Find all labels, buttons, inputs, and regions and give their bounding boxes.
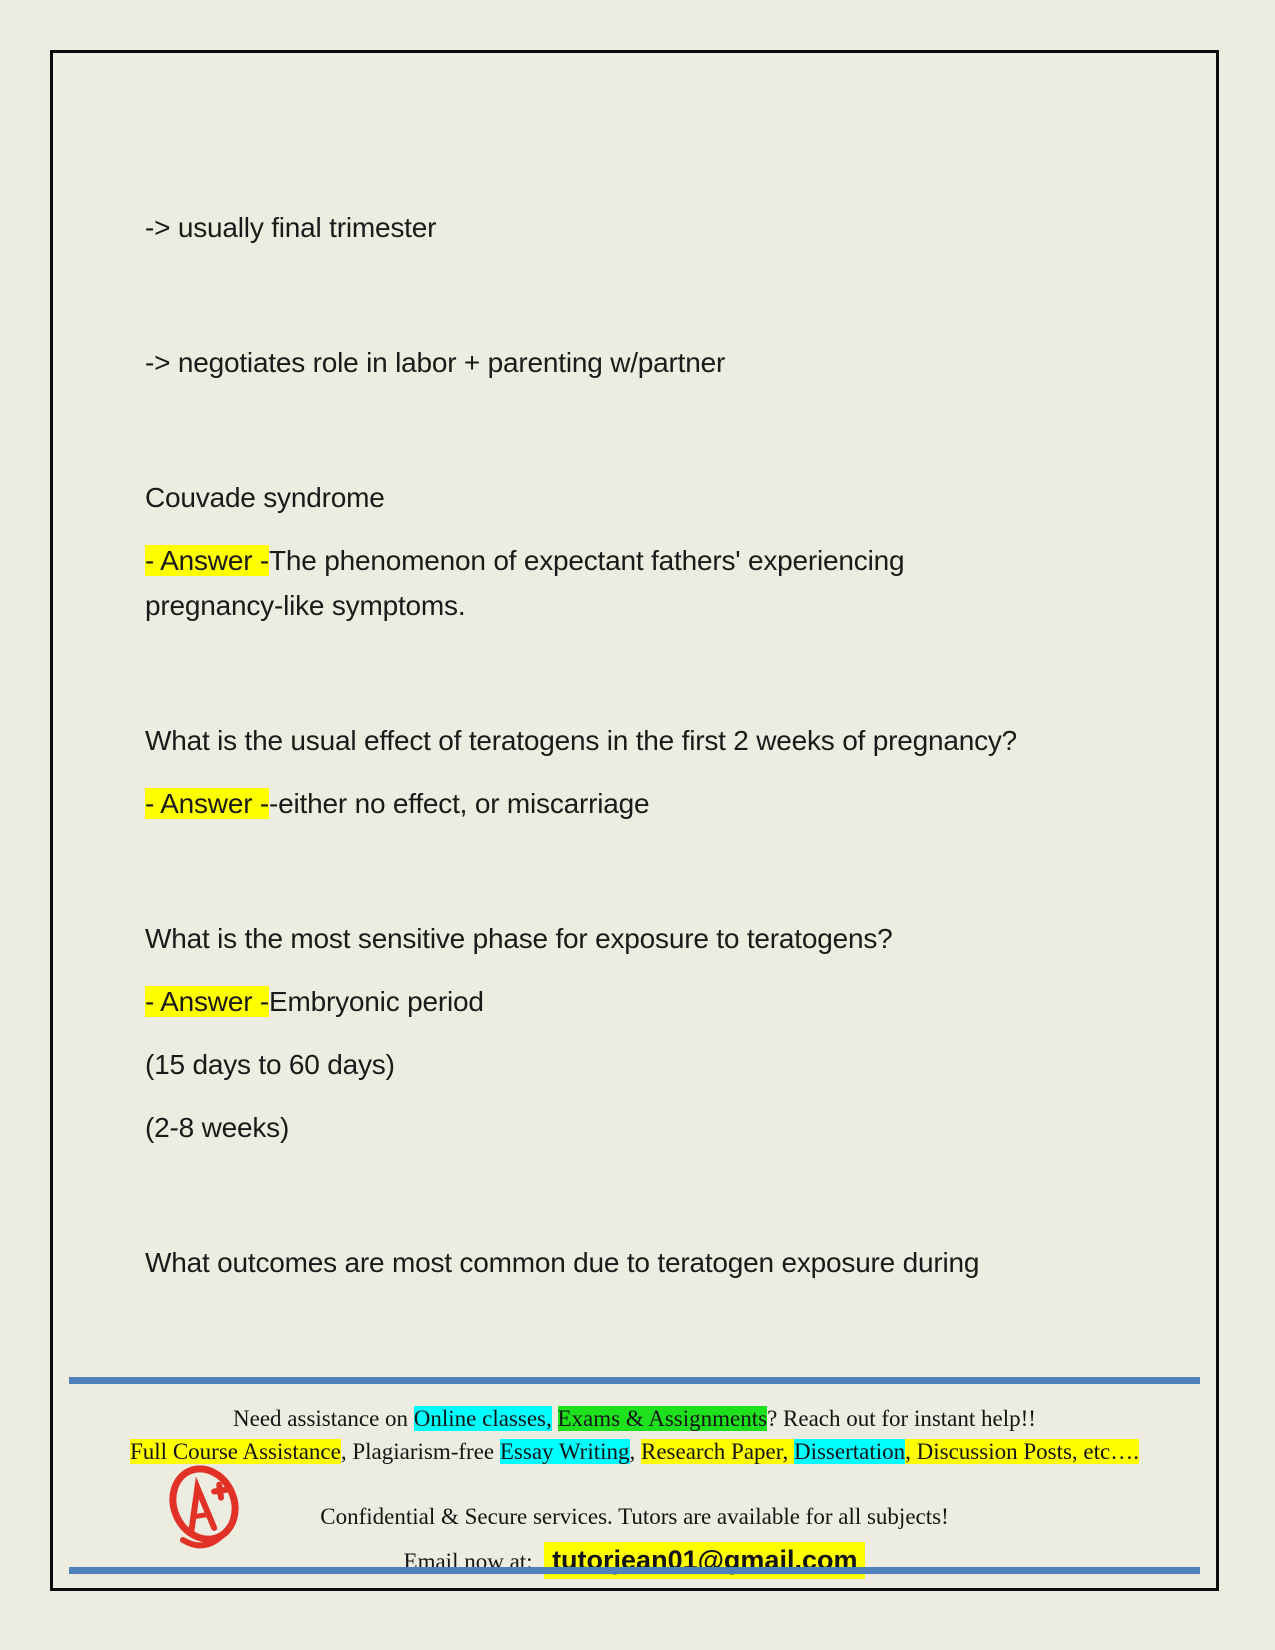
ad-line-services: Full Course Assistance, Plagiarism-free … — [53, 1435, 1216, 1468]
a-plus-grade-logo-icon — [169, 1465, 239, 1549]
ad-text — [552, 1406, 558, 1431]
ad-text: , Plagiarism-free — [340, 1439, 500, 1464]
answer-label-highlight: - Answer - — [145, 986, 270, 1017]
exams-assignments-highlight: Exams & Assignments — [557, 1406, 768, 1431]
document-body: -> usually final trimester -> negotiates… — [53, 53, 1216, 1285]
ad-text: ? Reach out for instant help!! — [767, 1406, 1036, 1431]
answer-detail-weeks: (2-8 weeks) — [145, 1112, 290, 1143]
discussion-posts-highlight: , Discussion Posts, etc…. — [905, 1439, 1139, 1464]
answer-text: -either no effect, or miscarriage — [269, 788, 650, 819]
ad-line-confidential: Confidential & Secure services. Tutors a… — [320, 1504, 949, 1529]
blue-divider-bottom — [69, 1567, 1200, 1574]
question-teratogen-outcomes: What outcomes are most common due to ter… — [145, 1247, 980, 1278]
dissertation-highlight: Dissertation — [793, 1439, 906, 1464]
note-line-negotiates-role: -> negotiates role in labor + parenting … — [145, 347, 726, 378]
ad-text: Need assistance on — [233, 1406, 414, 1431]
essay-writing-highlight: Essay Writing — [499, 1439, 630, 1464]
question-couvade-syndrome: Couvade syndrome — [145, 482, 385, 513]
ad-line-need-assistance: Need assistance on Online classes, Exams… — [53, 1402, 1216, 1435]
online-classes-highlight: Online classes, — [413, 1406, 552, 1431]
ad-text: , — [629, 1439, 641, 1464]
answer-text: Embryonic period — [269, 986, 484, 1017]
answer-text-line1: The phenomenon of expectant fathers' exp… — [269, 545, 905, 576]
document-page-frame: -> usually final trimester -> negotiates… — [50, 50, 1219, 1591]
blue-divider-top — [69, 1377, 1200, 1384]
question-most-sensitive-phase: What is the most sensitive phase for exp… — [145, 923, 893, 954]
research-paper-highlight: Research Paper, — [641, 1439, 794, 1464]
question-teratogens-first-2-weeks: What is the usual effect of teratogens i… — [145, 725, 1018, 756]
answer-label-highlight: - Answer - — [145, 545, 270, 576]
answer-detail-days: (15 days to 60 days) — [145, 1049, 395, 1080]
answer-couvade-syndrome: - Answer -The phenomenon of expectant fa… — [145, 538, 1156, 628]
full-course-assistance-highlight: Full Course Assistance — [130, 1439, 341, 1464]
answer-text-line2: pregnancy-like symptoms. — [145, 590, 466, 621]
answer-teratogens-first-2-weeks: - Answer --either no effect, or miscarri… — [145, 781, 1156, 826]
note-line-final-trimester: -> usually final trimester — [145, 212, 437, 243]
answer-most-sensitive-phase: - Answer -Embryonic period — [145, 979, 1156, 1024]
answer-label-highlight: - Answer - — [145, 788, 270, 819]
